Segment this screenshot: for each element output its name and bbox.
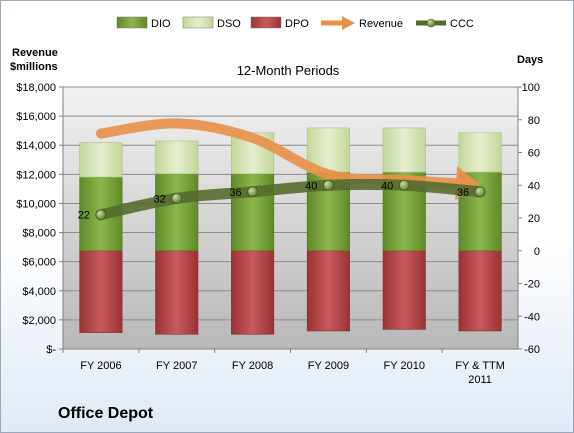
- y-left-tick-label: $2,000: [22, 315, 56, 327]
- bar-dpo: [306, 250, 350, 332]
- y-right-label: Days: [517, 54, 543, 66]
- y-left-label-line1: Revenue: [12, 47, 58, 59]
- y-right-tick-label: 0: [534, 246, 540, 258]
- bar-dso: [458, 132, 502, 173]
- bar-dpo: [458, 250, 502, 332]
- legend-label: CCC: [450, 18, 474, 30]
- y-right-tick-label: 80: [528, 115, 540, 127]
- ccc-line: [95, 178, 486, 221]
- x-tick-label: 2011: [468, 374, 492, 386]
- x-tick-label: FY 2010: [384, 360, 425, 372]
- bar-dso: [79, 142, 123, 178]
- y-right-tick-label: -60: [524, 344, 540, 356]
- x-tick-label: FY 2009: [308, 360, 349, 372]
- ccc-data-label: 36: [457, 187, 469, 199]
- ccc-data-label: 22: [78, 210, 90, 222]
- legend-label: DSO: [217, 18, 241, 30]
- ccc-data-label: 40: [381, 180, 393, 192]
- ccc-data-label: 40: [305, 180, 317, 192]
- bar-dio: [155, 173, 199, 252]
- legend-swatch-arrow: [342, 16, 355, 30]
- x-tick-label: FY 2007: [156, 360, 197, 372]
- ccc-point: [398, 179, 410, 191]
- ccc-point: [171, 192, 183, 204]
- bar-dpo: [155, 250, 199, 335]
- x-tick-label: FY 2006: [80, 360, 121, 372]
- ccc-point: [474, 186, 486, 198]
- y-left-tick-label: $6,000: [22, 257, 56, 269]
- legend-label: DPO: [285, 18, 309, 30]
- series-lines: 22 32 36 40 40 36: [78, 118, 486, 222]
- ccc-data-label: 36: [229, 187, 241, 199]
- ccc-point: [323, 179, 334, 191]
- bar-dpo: [382, 250, 426, 330]
- axes: $- $2,000 $4,000 $6,000 $8,000 $10,000 $12,000…: [16, 82, 540, 386]
- y-left-tick-label: $12,000: [16, 169, 56, 181]
- y-left-tick-label: $4,000: [22, 286, 56, 298]
- y-right-tick-label: 60: [528, 148, 540, 160]
- ccc-data-label: 32: [154, 193, 166, 205]
- legend-label: DIO: [151, 18, 171, 30]
- legend: DIO DSO DPO Revenue CCC: [116, 16, 474, 30]
- x-tick-label: FY 2008: [232, 360, 273, 372]
- y-right-tick-label: 20: [528, 213, 540, 225]
- legend-swatch: [116, 16, 148, 29]
- y-left-tick-label: $10,000: [16, 198, 56, 210]
- legend-swatch: [250, 16, 282, 29]
- bar-dso: [155, 140, 199, 175]
- y-left-tick-label: $8,000: [22, 228, 56, 240]
- y-right-tick-label: 40: [528, 180, 540, 192]
- y-right-tick-label: -40: [524, 311, 540, 323]
- x-tick-label: FY & TTM: [455, 360, 505, 372]
- gridlines: [63, 86, 518, 321]
- legend-swatch: [182, 16, 214, 29]
- y-left-label-line2: $millions: [10, 61, 58, 73]
- bar-dpo: [231, 250, 275, 335]
- ccc-point: [247, 186, 258, 198]
- y-right-tick-label: 100: [522, 82, 540, 94]
- ccc-point: [95, 209, 107, 221]
- y-left-tick-label: $-: [46, 344, 56, 356]
- company-name: Office Depot: [58, 405, 154, 422]
- y-left-tick-label: $16,000: [16, 111, 56, 123]
- y-right-tick-label: -20: [524, 279, 540, 291]
- chart-title: 12-Month Periods: [237, 63, 340, 78]
- y-left-tick-label: $18,000: [16, 82, 56, 94]
- bar-dpo: [79, 250, 123, 333]
- legend-label: Revenue: [359, 18, 403, 30]
- bars: [79, 127, 502, 335]
- y-left-tick-label: $14,000: [16, 140, 56, 152]
- legend-marker: [426, 18, 436, 28]
- bar-dso: [382, 127, 426, 173]
